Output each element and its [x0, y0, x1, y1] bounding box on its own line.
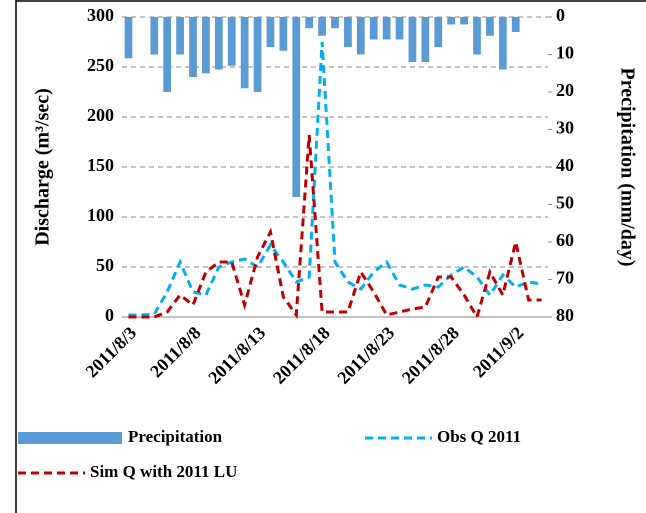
bar: [331, 17, 339, 29]
bar: [369, 17, 378, 40]
y2-tick-label: 20: [556, 80, 574, 100]
x-tick-label: 2011/8/18: [269, 323, 334, 388]
bar: [253, 17, 262, 92]
y-tick-label: 50: [96, 255, 114, 275]
y2-tick-label: 0: [556, 5, 565, 25]
legend-label: Obs Q 2011: [437, 427, 521, 446]
x-tick-label: 2011/8/28: [398, 323, 463, 388]
y2-tick-label: 70: [556, 268, 574, 288]
bar: [214, 17, 223, 70]
legend-swatch: [18, 432, 122, 444]
y-tick-label: 0: [105, 305, 114, 325]
bar: [318, 17, 326, 36]
y2-tick-label: 80: [556, 305, 574, 325]
x-tick-label: 2011/8/8: [146, 323, 205, 382]
bar: [150, 17, 159, 55]
bar: [124, 17, 133, 59]
bar: [279, 17, 288, 51]
bar: [498, 17, 507, 70]
y-tick-label: 200: [87, 105, 114, 125]
bar: [460, 17, 468, 25]
bar: [189, 17, 197, 77]
bar: [395, 17, 404, 40]
y2-tick-label: 60: [556, 230, 574, 250]
bar: [292, 17, 301, 197]
y-tick-label: 250: [87, 55, 114, 75]
bar: [240, 17, 249, 89]
y2-axis-title: Precipitation (mm/day): [616, 67, 638, 266]
legend-label: Sim Q with 2011 LU: [90, 462, 237, 481]
bar: [202, 17, 210, 74]
x-tick-label: 2011/9/2: [469, 323, 528, 382]
x-tick-label: 2011/8/23: [333, 323, 398, 388]
bar: [408, 17, 417, 62]
y-tick-label: 300: [87, 5, 114, 25]
bar: [473, 17, 481, 55]
bar: [421, 17, 430, 62]
bar: [176, 17, 184, 55]
y2-tick-label: 10: [556, 43, 574, 63]
y2-tick-label: 40: [556, 155, 574, 175]
bar: [434, 17, 443, 47]
y2-tick-label: 50: [556, 193, 574, 213]
bar: [382, 17, 391, 40]
bar: [266, 17, 275, 47]
line: [128, 41, 542, 317]
bar: [486, 17, 494, 36]
y-tick-label: 100: [87, 205, 114, 225]
line: [128, 134, 542, 321]
bar: [227, 17, 236, 66]
bar: [344, 17, 352, 47]
x-tick-label: 2011/8/13: [204, 323, 269, 388]
bar: [305, 17, 314, 29]
legend-label: Precipitation: [128, 427, 223, 446]
bar: [356, 17, 365, 55]
bar: [511, 17, 520, 32]
bar: [447, 17, 456, 25]
x-tick-label: 2011/8/3: [81, 323, 140, 382]
y2-tick-label: 30: [556, 118, 574, 138]
y-axis-title: Discharge (m³/sec): [32, 88, 54, 246]
bar: [163, 17, 172, 92]
y-tick-label: 150: [87, 155, 114, 175]
